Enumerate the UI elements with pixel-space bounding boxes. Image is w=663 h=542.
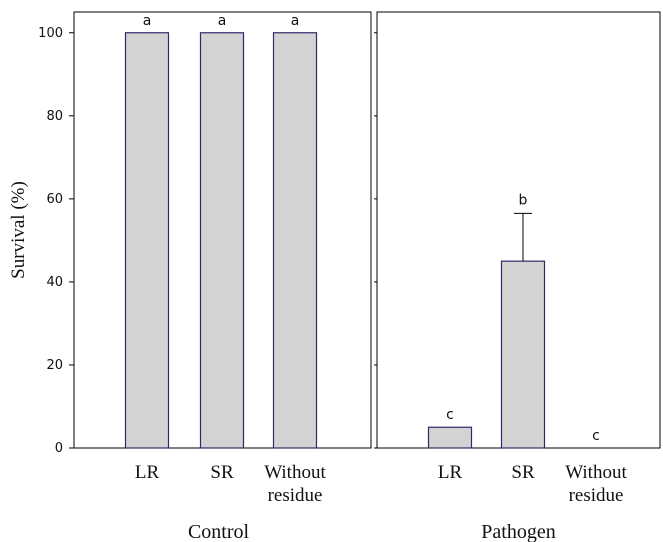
bar [199,32,245,449]
significance-letter: b [519,192,528,208]
y-tick-label: 60 [46,192,63,207]
significance-letter: c [446,407,454,423]
y-tick-label: 100 [38,26,63,41]
y-tick-label: 40 [46,275,63,290]
bar [124,32,170,449]
y-tick-label: 80 [46,109,63,124]
x-tick-label: SR [511,462,535,483]
bar [272,32,318,449]
x-tick-label: LR [135,462,160,483]
significance-letter: a [291,13,300,29]
significance-letter: a [143,13,152,29]
group-label: Control [188,521,250,542]
x-tick-label: residue [268,485,323,506]
significance-letter: a [218,13,227,29]
y-axis-label: Survival (%) [8,181,29,279]
x-tick-label: LR [438,462,463,483]
x-tick-label: Without [264,462,326,483]
bar [500,260,546,449]
y-tick-label: 0 [55,441,63,456]
x-tick-label: SR [210,462,234,483]
bar [427,426,473,449]
significance-letter: c [592,428,600,444]
group-label: Pathogen [481,521,555,542]
y-tick-label: 20 [46,358,63,373]
x-tick-label: residue [569,485,624,506]
x-tick-label: Without [565,462,627,483]
